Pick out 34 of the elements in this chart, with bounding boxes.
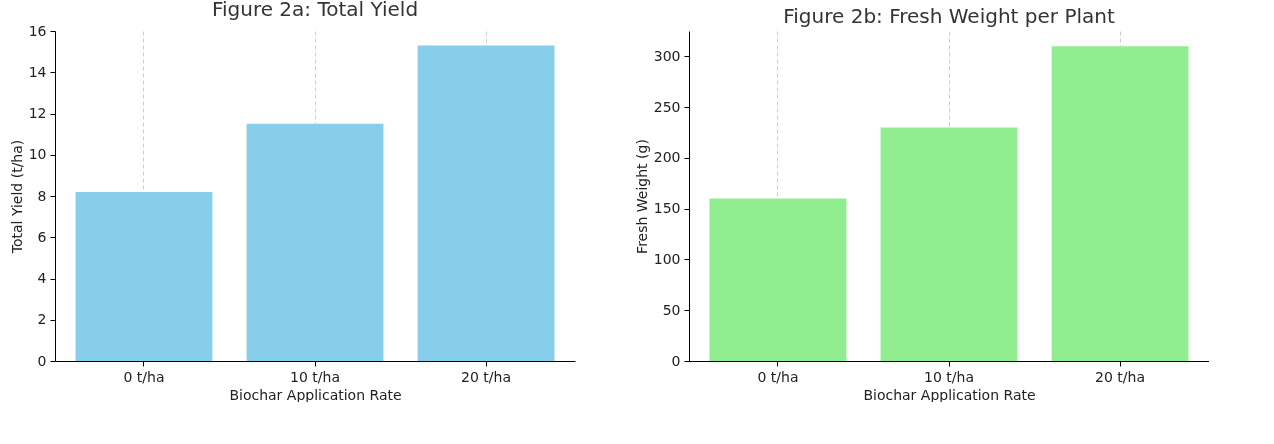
y-tick-label: 0 [37, 352, 47, 369]
y-tick-label: 14 [28, 63, 47, 80]
y-axis-title: Fresh Weight (g) [633, 139, 650, 254]
y-tick-label: 8 [37, 187, 47, 204]
x-tick-label: 20 t/ha [461, 368, 512, 385]
y-tick-label: 2 [37, 311, 47, 328]
y-tick-label: 10 [28, 146, 47, 163]
x-tick-label: 10 t/ha [924, 368, 974, 385]
chart-title: Figure 2b: Fresh Weight per Plant [783, 4, 1115, 28]
bar [417, 45, 555, 361]
bar [709, 198, 847, 361]
y-tick-label: 4 [37, 270, 47, 286]
y-tick-label: 16 [28, 22, 47, 39]
y-tick-label: 12 [28, 105, 47, 121]
y-tick-label: 250 [653, 98, 681, 115]
bar [246, 123, 384, 361]
y-tick-label: 100 [653, 250, 681, 267]
x-axis-title: Biochar Application Rate [863, 386, 1036, 403]
bar [1051, 46, 1189, 361]
x-tick-label: 0 t/ha [757, 368, 799, 385]
chart-title: Figure 2a: Total Yield [211, 0, 419, 21]
bar [75, 191, 213, 361]
y-axis-title: Total Yield (t/ha) [8, 139, 25, 255]
x-axis-title: Biochar Application Rate [229, 386, 402, 403]
y-tick-label: 6 [37, 228, 47, 245]
y-tick-label: 50 [662, 301, 681, 318]
y-tick-label: 150 [653, 200, 681, 217]
bar [880, 127, 1018, 361]
y-tick-label: 200 [653, 149, 681, 166]
x-tick-label: 0 t/ha [123, 368, 165, 385]
x-tick-label: 20 t/ha [1095, 368, 1146, 385]
y-tick-label: 0 [671, 352, 681, 369]
x-tick-label: 10 t/ha [290, 368, 340, 385]
y-tick-label: 300 [653, 47, 681, 64]
